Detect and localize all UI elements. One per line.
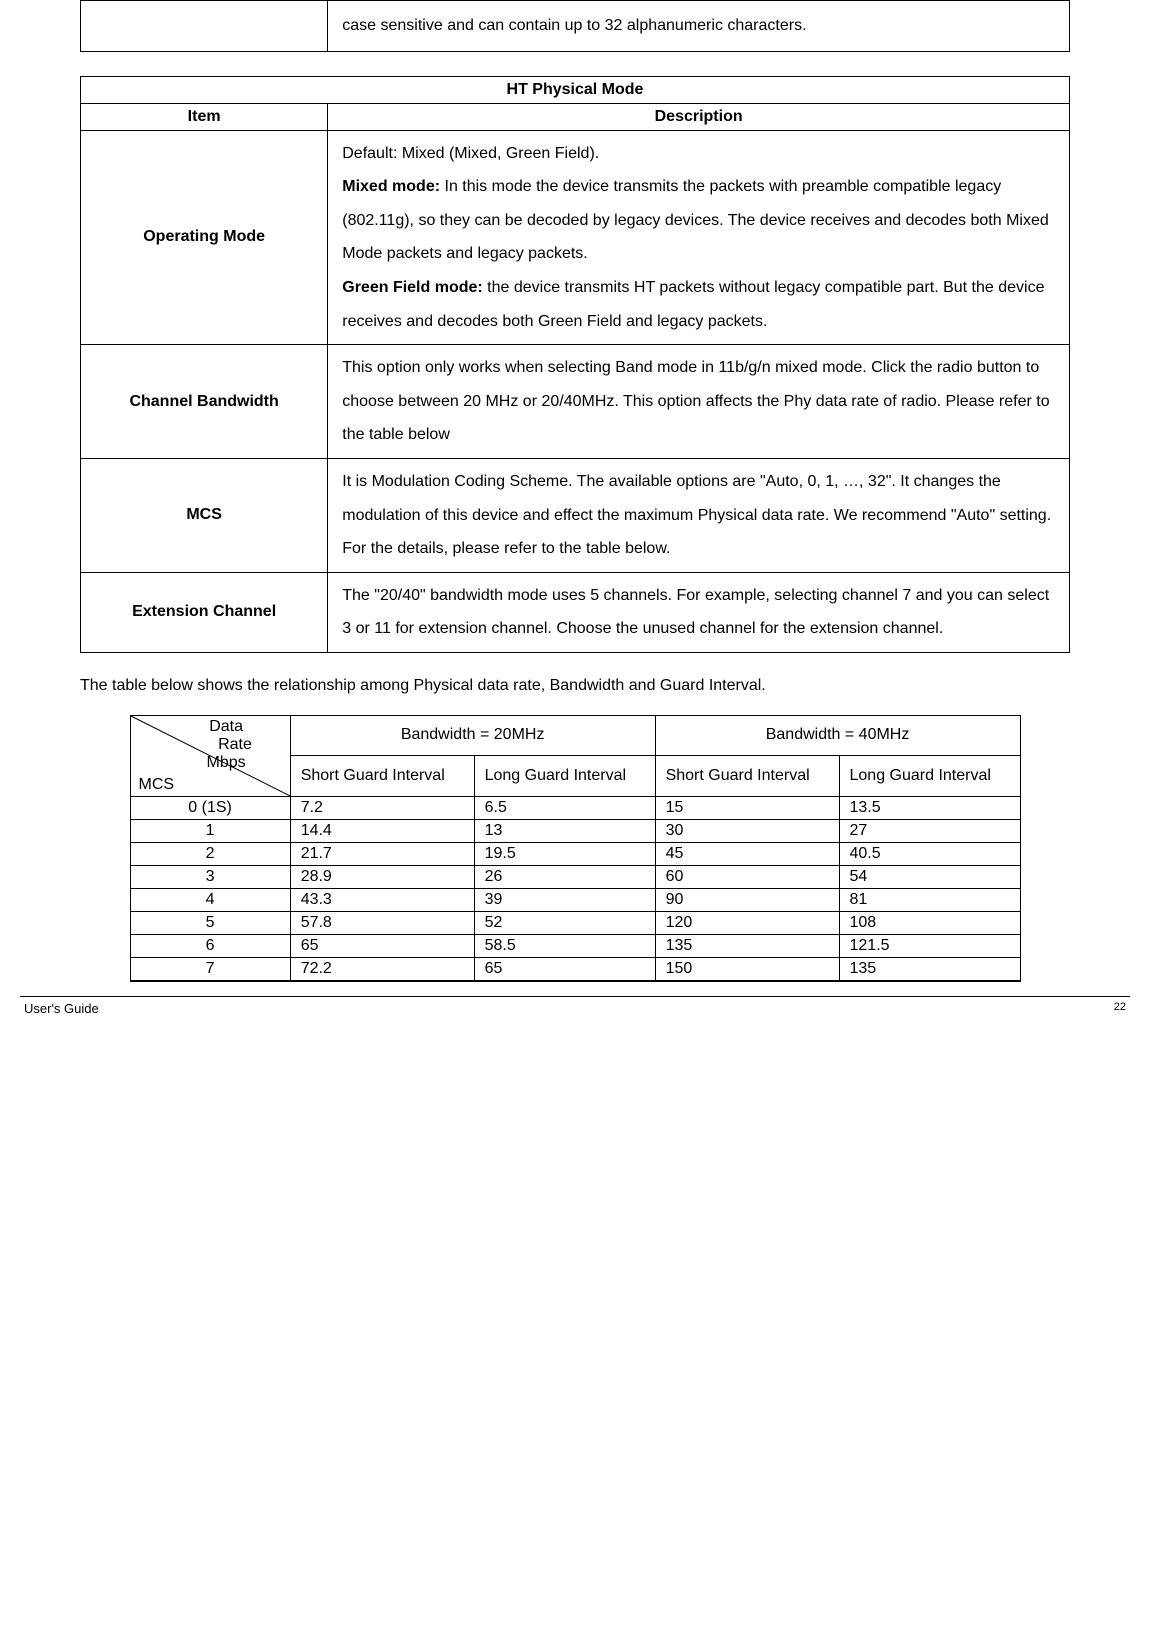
rate-mcs-cell: 7 — [130, 957, 290, 981]
rate-value-cell: 13.5 — [839, 796, 1020, 819]
op-mode-mixed-label: Mixed mode: — [342, 178, 440, 195]
rate-lgi40-header: Long Guard Interval — [839, 756, 1020, 797]
rate-value-cell: 6.5 — [474, 796, 655, 819]
rate-value-cell: 65 — [474, 957, 655, 981]
rate-value-cell: 40.5 — [839, 842, 1020, 865]
rate-diag-header: Data RateMbps MCS — [130, 715, 290, 796]
ht-row-item: Channel Bandwidth — [81, 345, 328, 459]
rate-mcs-cell: 3 — [130, 865, 290, 888]
footer-page-number: 22 — [1114, 1001, 1126, 1016]
rate-value-cell: 108 — [839, 911, 1020, 934]
rate-value-cell: 135 — [655, 934, 839, 957]
rate-value-cell: 39 — [474, 888, 655, 911]
rate-value-cell: 52 — [474, 911, 655, 934]
rate-table-intro: The table below shows the relationship a… — [80, 673, 1070, 699]
rate-mcs-cell: 1 — [130, 819, 290, 842]
rate-value-cell: 90 — [655, 888, 839, 911]
ht-row-item: Extension Channel — [81, 572, 328, 652]
rate-value-cell: 28.9 — [290, 865, 474, 888]
rate-value-cell: 26 — [474, 865, 655, 888]
rate-value-cell: 120 — [655, 911, 839, 934]
ht-row-desc: It is Modulation Coding Scheme. The avai… — [328, 458, 1070, 572]
ht-col-desc: Description — [328, 103, 1070, 130]
rate-value-cell: 135 — [839, 957, 1020, 981]
rate-lgi20-header: Long Guard Interval — [474, 756, 655, 797]
rate-mcs-cell: 5 — [130, 911, 290, 934]
ht-table-title: HT Physical Mode — [81, 76, 1070, 103]
rate-value-cell: 19.5 — [474, 842, 655, 865]
rate-sgi20-header: Short Guard Interval — [290, 756, 474, 797]
rate-value-cell: 60 — [655, 865, 839, 888]
rate-mcs-cell: 4 — [130, 888, 290, 911]
ht-col-item: Item — [81, 103, 328, 130]
rate-value-cell: 54 — [839, 865, 1020, 888]
rate-value-cell: 121.5 — [839, 934, 1020, 957]
op-mode-mixed-text: In this mode the device transmits the pa… — [342, 178, 1049, 262]
page-footer: User's Guide 22 — [20, 996, 1130, 1016]
rate-value-cell: 14.4 — [290, 819, 474, 842]
ht-row-item: Operating Mode — [81, 130, 328, 345]
rate-value-cell: 43.3 — [290, 888, 474, 911]
rate-bw40-header: Bandwidth = 40MHz — [655, 715, 1020, 756]
ht-physical-mode-table: HT Physical Mode Item Description Operat… — [80, 76, 1070, 653]
rate-diag-top: Data RateMbps — [171, 718, 282, 772]
rate-value-cell: 7.2 — [290, 796, 474, 819]
top-snippet-table: case sensitive and can contain up to 32 … — [80, 0, 1070, 52]
rate-value-cell: 27 — [839, 819, 1020, 842]
rate-value-cell: 72.2 — [290, 957, 474, 981]
rate-sgi40-header: Short Guard Interval — [655, 756, 839, 797]
rate-value-cell: 81 — [839, 888, 1020, 911]
rate-value-cell: 58.5 — [474, 934, 655, 957]
rate-value-cell: 13 — [474, 819, 655, 842]
top-snippet-text: case sensitive and can contain up to 32 … — [328, 1, 1070, 52]
footer-left: User's Guide — [24, 1001, 99, 1016]
ht-row-desc: This option only works when selecting Ba… — [328, 345, 1070, 459]
ht-row-desc: The "20/40" bandwidth mode uses 5 channe… — [328, 572, 1070, 652]
rate-bw20-header: Bandwidth = 20MHz — [290, 715, 655, 756]
rate-value-cell: 57.8 — [290, 911, 474, 934]
rate-mcs-cell: 0 (1S) — [130, 796, 290, 819]
rate-value-cell: 30 — [655, 819, 839, 842]
ht-row-desc: Default: Mixed (Mixed, Green Field). Mix… — [328, 130, 1070, 345]
rate-value-cell: 45 — [655, 842, 839, 865]
top-snippet-empty — [81, 1, 328, 52]
op-mode-green-label: Green Field mode: — [342, 279, 482, 296]
rate-diag-bot: MCS — [139, 776, 250, 794]
ht-row-item: MCS — [81, 458, 328, 572]
rate-mcs-cell: 2 — [130, 842, 290, 865]
rate-table: Data RateMbps MCS Bandwidth = 20MHz Band… — [130, 715, 1021, 982]
rate-value-cell: 21.7 — [290, 842, 474, 865]
rate-value-cell: 15 — [655, 796, 839, 819]
op-mode-default: Default: Mixed (Mixed, Green Field). — [342, 145, 599, 162]
rate-value-cell: 65 — [290, 934, 474, 957]
rate-mcs-cell: 6 — [130, 934, 290, 957]
rate-value-cell: 150 — [655, 957, 839, 981]
